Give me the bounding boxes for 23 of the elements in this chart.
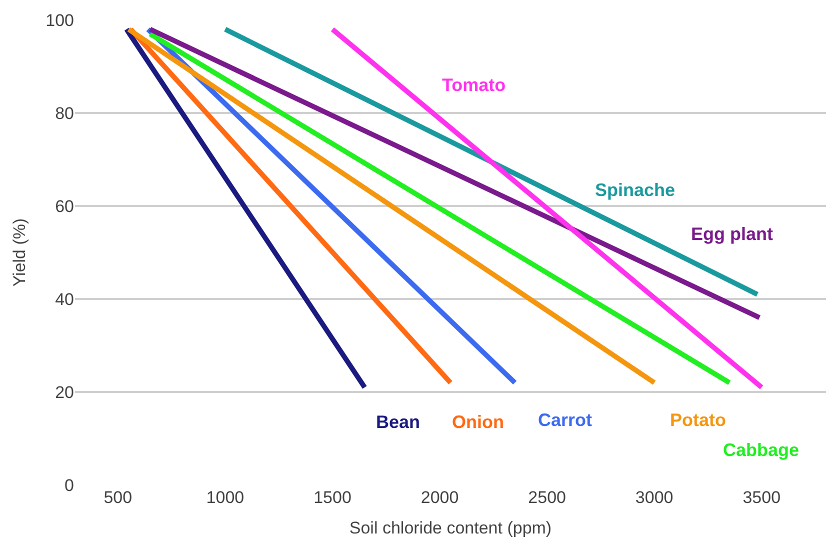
y-axis-title: Yield (%)	[10, 218, 30, 287]
y-tick-label: 0	[64, 476, 74, 495]
series-label: Spinache	[595, 180, 676, 200]
series-label: Tomato	[442, 75, 506, 95]
x-tick-label: 2500	[528, 488, 566, 507]
y-tick-label: 60	[55, 196, 74, 216]
y-tick-label: 40	[55, 290, 74, 309]
y-tick-label: 20	[55, 382, 74, 402]
x-axis-title: Soil chloride content (ppm)	[349, 518, 552, 538]
series-label: Bean	[376, 412, 420, 432]
x-tick-label: 2000	[420, 488, 459, 507]
series-label: Potato	[670, 410, 726, 430]
x-tick-label: 1000	[206, 488, 244, 507]
text: Egg plant	[691, 224, 773, 244]
series-label: Carrot	[538, 410, 592, 430]
text: Cabbage	[723, 440, 800, 460]
x-tick-label: 500	[104, 488, 132, 507]
y-tick-label: 100	[46, 10, 74, 30]
x-tick-label: 3500	[742, 488, 781, 507]
x-tick-label: 1500	[314, 488, 352, 507]
series-label: Onion	[452, 412, 504, 432]
x-tick-label: 3000	[635, 488, 674, 507]
y-tick-label: 80	[55, 104, 74, 123]
